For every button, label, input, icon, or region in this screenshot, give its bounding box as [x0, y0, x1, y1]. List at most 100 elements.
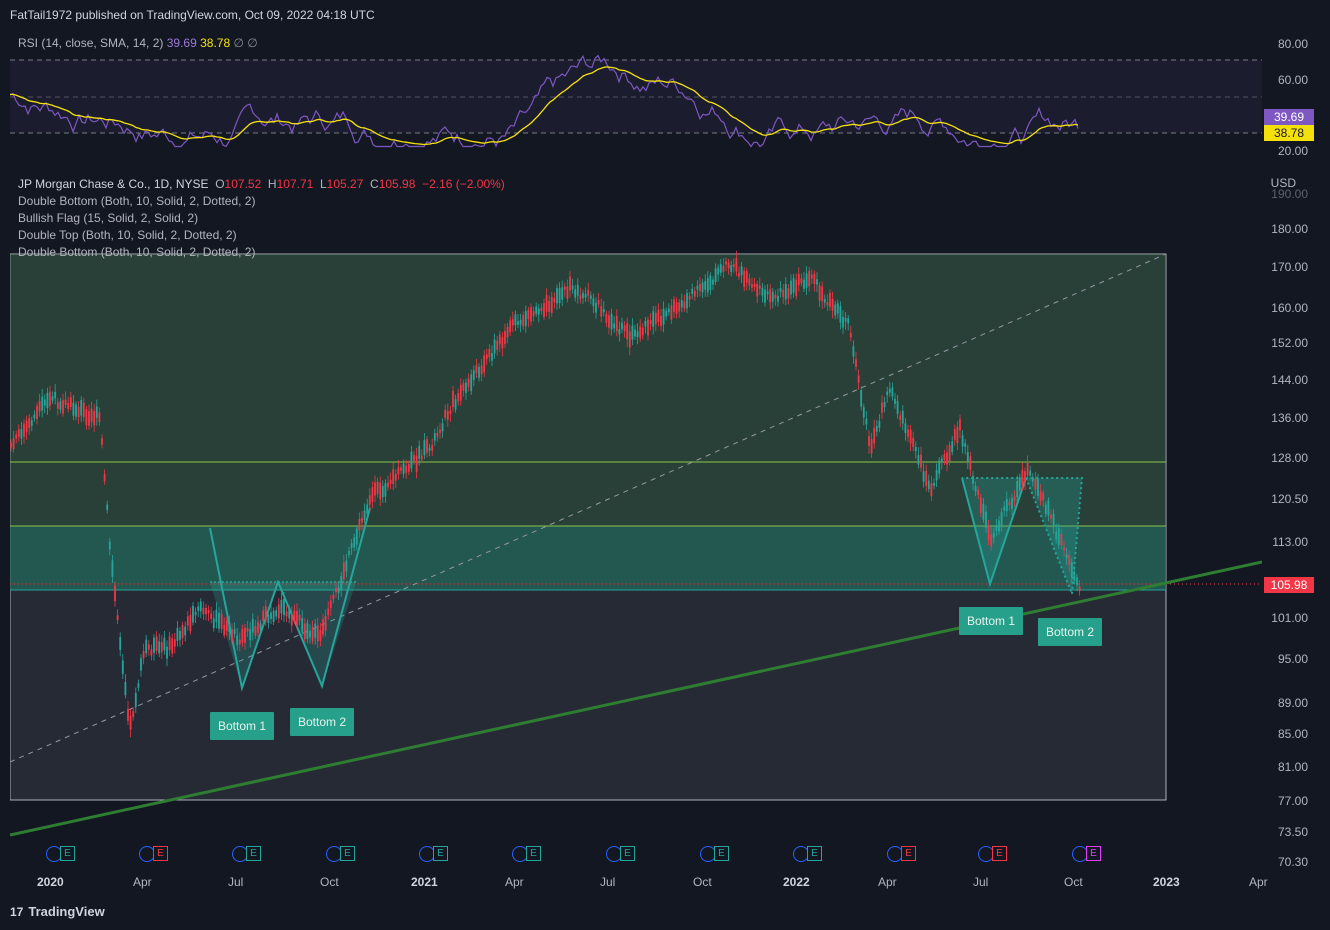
- pattern-label-left-bottom-2[interactable]: Bottom 2: [290, 708, 355, 736]
- earnings-icon: E: [992, 846, 1007, 861]
- candle-body: [1018, 476, 1021, 491]
- candle-body: [940, 458, 943, 462]
- earnings-event-icon[interactable]: E: [887, 846, 921, 862]
- candle-body: [184, 626, 187, 636]
- candle-body: [444, 409, 447, 418]
- candle-body: [82, 402, 85, 418]
- rsi-plot: [9, 54, 1262, 148]
- candle-body: [701, 282, 704, 293]
- candle-body: [839, 306, 842, 323]
- candle-body: [691, 288, 694, 294]
- candle-body: [241, 628, 244, 643]
- candle-body: [103, 474, 106, 482]
- earnings-event-icon[interactable]: E: [139, 846, 173, 862]
- candle-body: [506, 326, 509, 338]
- candle-body: [969, 456, 972, 470]
- candles: [10, 250, 1081, 738]
- indicator-legend-3[interactable]: Double Top (Both, 10, Solid, 2, Dotted, …: [18, 228, 237, 242]
- candle-body: [498, 334, 501, 345]
- high-value: 107.71: [276, 177, 314, 191]
- time-label: Apr: [505, 875, 524, 889]
- candle-body: [652, 311, 655, 327]
- pattern-label-left-bottom-1[interactable]: Bottom 1: [210, 712, 275, 740]
- candle-body: [233, 629, 236, 634]
- right-pattern-line: [961, 477, 1027, 588]
- candle-body: [579, 295, 582, 300]
- candle-body: [675, 302, 678, 314]
- candle-body: [1050, 514, 1052, 519]
- candle-body: [145, 639, 148, 654]
- candle-body: [966, 452, 969, 462]
- rsi-legend[interactable]: RSI (14, close, SMA, 14, 2) 39.69 38.78 …: [18, 36, 258, 50]
- earnings-event-icon[interactable]: E: [793, 846, 827, 862]
- candle-body: [1029, 470, 1032, 476]
- candle-body: [1021, 469, 1024, 486]
- candle-body: [961, 435, 964, 447]
- rsi-line: [9, 54, 1079, 148]
- earnings-event-icon[interactable]: E: [1072, 846, 1106, 862]
- candle-body: [901, 410, 904, 424]
- candle-body: [649, 320, 652, 325]
- tradingview-logo[interactable]: 17 TradingView: [10, 904, 105, 919]
- price-axis-label: 180.00: [1271, 222, 1308, 236]
- candle-body: [56, 402, 59, 409]
- candle-body: [129, 715, 132, 730]
- indicator-legend-4[interactable]: Double Bottom (Both, 10, Solid, 2, Dotte…: [18, 245, 256, 259]
- candle-body: [322, 619, 324, 635]
- candle-body: [392, 469, 395, 485]
- pattern-label-right-bottom-2[interactable]: Bottom 2: [1038, 618, 1103, 646]
- indicator-legend-1[interactable]: Double Bottom (Both, 10, Solid, 2, Dotte…: [18, 194, 256, 208]
- candle-body: [699, 283, 701, 292]
- indicator-legend-2[interactable]: Bullish Flag (15, Solid, 2, Solid, 2): [18, 211, 199, 225]
- candle-body: [207, 609, 210, 614]
- candle-body: [584, 293, 587, 298]
- candle-body: [987, 525, 990, 540]
- candle-body: [522, 314, 525, 327]
- candle-body: [566, 286, 569, 299]
- earnings-icon: E: [1086, 846, 1101, 861]
- candle-body: [410, 451, 413, 469]
- candle-body: [1037, 478, 1039, 496]
- candle-body: [309, 630, 311, 638]
- candle-body: [12, 438, 15, 450]
- candle-body: [25, 420, 28, 433]
- earnings-event-icon[interactable]: E: [46, 846, 80, 862]
- candle-body: [532, 311, 535, 317]
- candle-body: [790, 280, 792, 295]
- candle-body: [654, 312, 657, 325]
- candle-body: [381, 486, 384, 498]
- price-pane[interactable]: [9, 168, 1263, 868]
- candle-body: [886, 391, 889, 395]
- pattern-label-right-bottom-1[interactable]: Bottom 1: [959, 607, 1024, 635]
- candle-body: [704, 281, 707, 290]
- earnings-event-icon[interactable]: E: [512, 846, 546, 862]
- candle-body: [634, 329, 636, 337]
- earnings-event-icon[interactable]: E: [978, 846, 1012, 862]
- candle-body: [878, 420, 881, 428]
- candle-body: [602, 309, 605, 313]
- earnings-event-icon[interactable]: E: [700, 846, 734, 862]
- earnings-event-icon[interactable]: E: [606, 846, 640, 862]
- earnings-event-icon[interactable]: E: [232, 846, 266, 862]
- candle-body: [933, 482, 935, 486]
- candle-body: [613, 323, 616, 329]
- price-axis-label: 170.00: [1271, 260, 1308, 274]
- candle-body: [1016, 480, 1019, 497]
- candle-body: [1055, 531, 1058, 540]
- candle-body: [355, 528, 358, 545]
- rsi-value-tag: 39.69: [1264, 109, 1314, 125]
- price-axis-label: 70.30: [1277, 855, 1308, 869]
- earnings-event-icon[interactable]: E: [419, 846, 453, 862]
- candle-body: [153, 637, 155, 653]
- candle-body: [197, 606, 200, 611]
- candle-body: [296, 610, 298, 626]
- candle-body: [860, 390, 863, 407]
- candle-body: [670, 305, 673, 320]
- rsi-pane[interactable]: [9, 30, 1262, 166]
- candle-body: [576, 284, 579, 296]
- price-legend[interactable]: JP Morgan Chase & Co., 1D, NYSE O107.52 …: [18, 177, 505, 191]
- candle-body: [855, 359, 857, 367]
- candle-body: [480, 365, 483, 375]
- candle-body: [51, 396, 54, 401]
- earnings-event-icon[interactable]: E: [326, 846, 360, 862]
